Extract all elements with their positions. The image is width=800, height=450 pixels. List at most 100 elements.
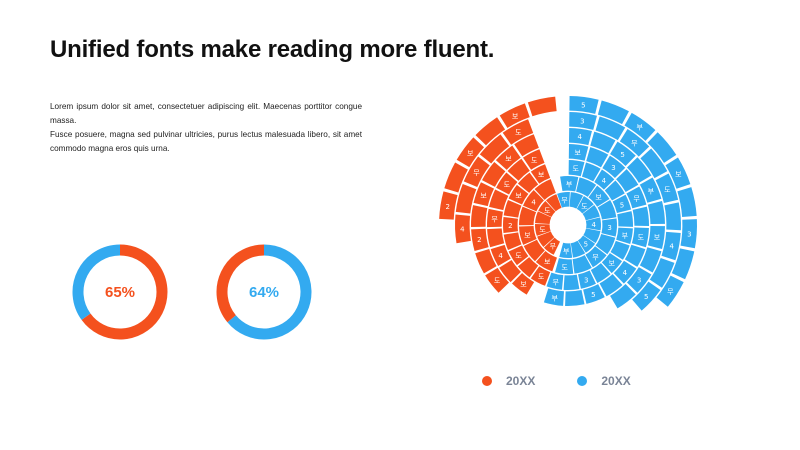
sunburst-blue-ring5-segment <box>639 177 662 203</box>
sunburst-blue-ring5-segment <box>626 157 652 183</box>
sunburst-blue-segment-label: 무 <box>633 195 640 203</box>
sunburst-blue-ring3-segment <box>563 274 580 290</box>
sunburst-orange-segment-label: 보 <box>515 192 522 200</box>
sunburst-orange-ring1-segment <box>535 211 552 224</box>
sunburst-orange-ring7-segment <box>439 191 458 220</box>
sunburst-blue-segment-label: 3 <box>637 277 641 285</box>
sunburst-blue-ring2-segment <box>597 200 617 220</box>
donut-2-remainder-arc <box>216 244 265 323</box>
sunburst-orange-ring1-segment <box>537 231 555 247</box>
sunburst-blue-ring6-segment <box>619 128 650 157</box>
sunburst-blue-segment-label: 도 <box>572 165 579 173</box>
sunburst-orange-segment-label: 보 <box>524 231 531 239</box>
sunburst-blue-ring3-segment <box>578 270 596 289</box>
sunburst-blue-segment-label: 부 <box>636 124 643 132</box>
donut-chart-2: 64% <box>214 242 314 342</box>
sunburst-blue-segment-label: 무 <box>552 278 559 286</box>
sunburst-orange-segment-label: 보 <box>544 258 551 266</box>
sunburst-orange-segment-label: 4 <box>531 198 536 206</box>
sunburst-orange-ring2-segment <box>519 206 537 226</box>
sunburst-orange-ring5-segment <box>473 182 495 207</box>
donut-chart-1: 65% <box>70 242 170 342</box>
sunburst-blue-ring6-segment <box>649 257 675 288</box>
slide-title: Unified fonts make reading more fluent. <box>50 36 495 63</box>
sunburst-blue-segment-label: 무 <box>561 197 568 205</box>
sunburst-blue-ring1-segment <box>582 205 600 221</box>
sunburst-blue-ring3-segment <box>616 227 633 244</box>
sunburst-blue-ring1-segment <box>559 242 573 258</box>
sunburst-blue-ring4-segment <box>599 274 623 297</box>
legend-label-blue: 20XX <box>601 374 631 388</box>
sunburst-blue-ring6-segment <box>595 116 626 141</box>
sunburst-blue-segment-label: 3 <box>607 224 611 232</box>
sunburst-orange-ring6-segment <box>479 134 510 164</box>
sunburst-blue-ring4-segment <box>586 147 609 168</box>
sunburst-blue-ring1-segment <box>557 192 570 208</box>
sunburst-blue-segment-label: 무 <box>667 288 674 296</box>
sunburst-orange-segment-label: 보 <box>512 112 519 120</box>
donut-2-graphic <box>216 244 312 340</box>
sunburst-orange-ring7-segment <box>456 137 485 168</box>
sunburst-orange-ring3-segment <box>503 232 522 251</box>
sunburst-blue-ring5-segment <box>569 128 592 146</box>
sunburst-blue-segment-label: 보 <box>595 194 602 202</box>
sunburst-blue-ring3-segment <box>612 194 632 213</box>
sunburst-orange-ring2-segment <box>519 226 537 245</box>
sunburst-orange-ring3-segment <box>530 266 551 286</box>
sunburst-blue-ring1-segment <box>585 217 601 231</box>
sunburst-blue-ring2-segment <box>595 233 616 255</box>
sunburst-orange-ring5-segment <box>471 205 488 227</box>
sunburst-blue-ring2-segment <box>576 177 597 197</box>
sunburst-orange-ring3-segment <box>517 172 539 193</box>
sunburst-orange-segment-label: 2 <box>477 236 481 244</box>
sunburst-blue-ring7-segment <box>665 157 691 189</box>
sunburst-blue-ring7-segment <box>680 219 697 249</box>
sunburst-orange-ring4-segment <box>511 272 535 295</box>
sunburst-blue-ring4-segment <box>613 260 637 284</box>
sunburst-orange-segment-label: 도 <box>504 181 511 189</box>
sunburst-blue-segment-label: 3 <box>584 277 588 285</box>
sunburst-orange-ring1-segment <box>535 223 551 236</box>
sunburst-blue-segment-label: 도 <box>581 202 588 210</box>
legend-label-orange: 20XX <box>506 374 536 388</box>
sunburst-orange-segment-label: 4 <box>498 252 503 260</box>
sunburst-blue-ring4-segment <box>602 155 626 179</box>
sunburst-blue-ring3-segment <box>594 169 615 190</box>
sunburst-blue-ring4-segment <box>583 284 605 304</box>
sunburst-blue-ring7-segment <box>624 112 656 141</box>
sunburst-blue-ring6-segment <box>640 148 668 179</box>
sunburst-blue-segment-label: 도 <box>664 186 671 194</box>
sunburst-blue-ring4-segment <box>626 186 647 209</box>
sunburst-blue-ring5-segment <box>647 226 665 249</box>
sunburst-orange-segment-label: 도 <box>539 226 546 234</box>
sunburst-blue-ring2-segment <box>572 255 592 274</box>
sunburst-blue-ring3-segment <box>581 162 601 182</box>
sunburst-orange-ring2-segment <box>534 179 556 200</box>
sunburst-blue-segment-label: 부 <box>551 294 558 302</box>
sunburst-orange-segment-label: 보 <box>505 155 512 163</box>
sunburst-orange-ring4-segment <box>523 149 545 170</box>
sunburst-blue-ring1-segment <box>576 196 594 214</box>
sunburst-orange-segment-label: 도 <box>494 277 501 285</box>
donut-2-label: 64% <box>248 283 280 301</box>
sunburst-orange-ring7-segment <box>527 96 557 117</box>
sunburst-blue-ring7-segment <box>597 100 629 125</box>
sunburst-blue-segment-label: 무 <box>592 253 599 261</box>
sunburst-orange-segment-label: 2 <box>508 222 512 230</box>
sunburst-blue-ring7-segment <box>569 96 599 114</box>
sunburst-orange-ring3-segment <box>508 184 529 205</box>
sunburst-blue-ring7-segment <box>647 132 677 163</box>
sunburst-orange-ring4-segment <box>499 260 521 283</box>
sunburst-blue-segment-label: 무 <box>631 140 638 148</box>
sunburst-blue-segment-label: 3 <box>687 230 691 238</box>
donut-1-label: 65% <box>104 283 136 301</box>
sunburst-blue-segment-label: 보 <box>575 149 582 157</box>
sunburst-blue-segment-label: 보 <box>654 234 661 242</box>
sunburst-blue-ring7-segment <box>671 248 695 280</box>
sunburst-orange-ring4-segment <box>496 172 518 195</box>
sunburst-blue-ring3-segment <box>568 160 585 177</box>
sunburst-blue-segment-label: 4 <box>591 221 596 229</box>
body-text: Lorem ipsum dolor sit amet, consectetuer… <box>50 100 362 156</box>
sunburst-orange-ring6-segment <box>455 214 471 244</box>
legend-swatch-orange <box>482 376 492 386</box>
